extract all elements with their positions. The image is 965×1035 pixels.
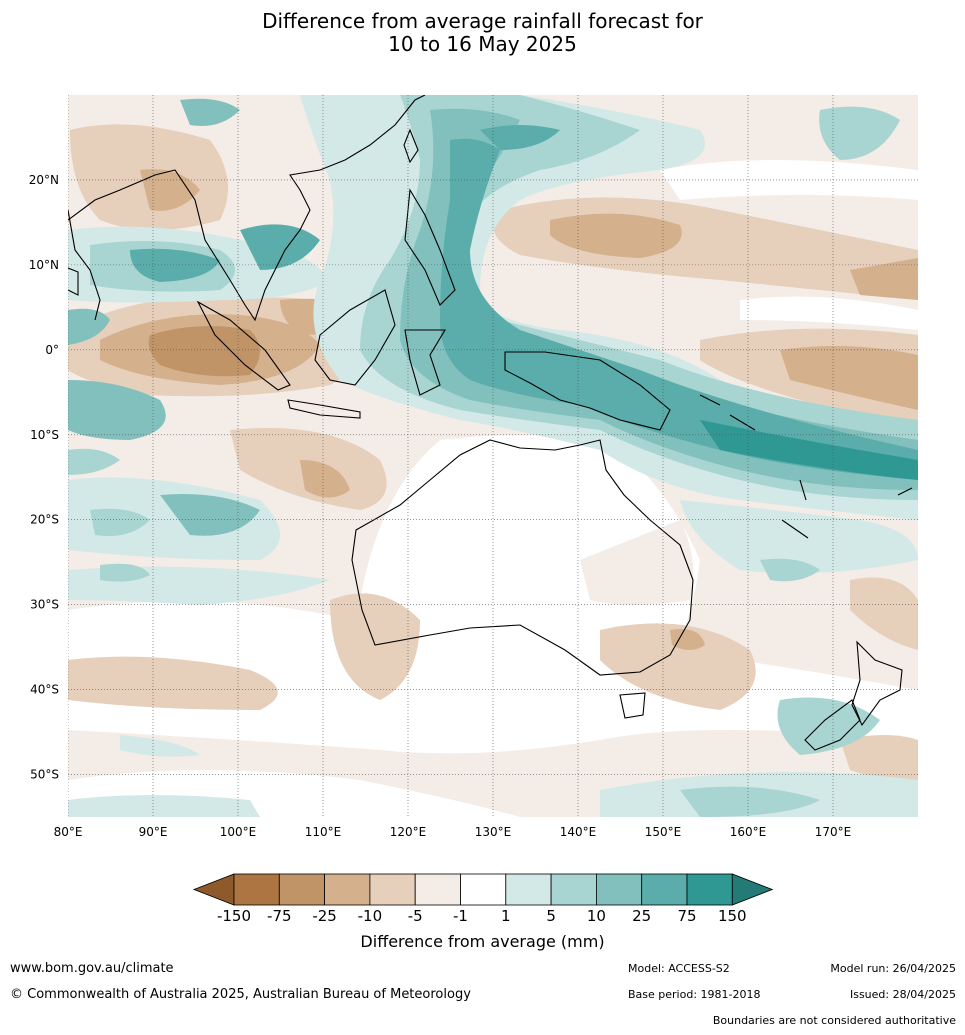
colorbar-tick-label: 75 xyxy=(677,907,696,925)
latitude-label: 20°N xyxy=(29,173,59,187)
colorbar-tick-label: 10 xyxy=(587,907,606,925)
colorbar-tick-label: -25 xyxy=(312,907,337,925)
longitude-label: 110°E xyxy=(305,825,342,839)
colorbar-tick-label: 150 xyxy=(718,907,747,925)
fiji-coastline xyxy=(897,487,913,496)
boundaries-disclaimer: Boundaries are not considered authoritat… xyxy=(712,1014,956,1027)
copyright-text: © Commonwealth of Australia 2025, Austra… xyxy=(10,987,471,1002)
borneo-coastline xyxy=(314,289,396,386)
base-period: Base period: 1981-2018 xyxy=(628,988,761,1001)
sri-lanka-coastline xyxy=(68,267,79,296)
new-zealand-south-coastline xyxy=(804,699,861,751)
colorbar-swatch xyxy=(369,873,416,906)
tasmania-coastline xyxy=(619,692,646,719)
model-name: Model: ACCESS-S2 xyxy=(628,962,730,975)
rainfall-anomaly-map: 80°E 90°E 100°E 110°E 120°E 130°E 140°E 150°E 16… xyxy=(29,95,918,839)
longitude-label: 90°E xyxy=(139,825,168,839)
colorbar-swatch xyxy=(414,873,461,906)
colorbar-tick-label: -10 xyxy=(358,907,383,925)
title-line-1: Difference from average rainfall forecas… xyxy=(262,9,703,33)
colorbar-swatch xyxy=(324,873,371,906)
new-zealand-north-coastline xyxy=(851,640,903,727)
longitude-label: 100°E xyxy=(220,825,257,839)
latitude-label: 20°S xyxy=(30,513,59,527)
colorbar-swatches xyxy=(192,873,774,906)
colorbar-max-extension xyxy=(731,873,774,906)
mainland-asia-coastline xyxy=(68,95,426,322)
sulawesi-coastline xyxy=(404,329,446,396)
colorbar-tick-label: 1 xyxy=(501,907,511,925)
colorbar-swatch xyxy=(641,873,688,906)
website-link[interactable]: www.bom.gov.au/climate xyxy=(10,961,174,976)
wetter-than-average-regions xyxy=(68,95,918,817)
colorbar-labels: -150 -75 -25 -10 -5 -1 1 5 10 25 75 150 xyxy=(217,907,747,925)
latitude-label: 50°S xyxy=(30,768,59,782)
longitude-label: 150°E xyxy=(645,825,682,839)
australia-coastline xyxy=(351,439,694,676)
issued-date: Issued: 28/04/2025 xyxy=(849,988,956,1001)
new-caledonia-coastline xyxy=(781,519,809,539)
latitude-label: 10°S xyxy=(30,428,59,442)
colorbar-tick-label: -150 xyxy=(217,907,251,925)
longitude-label: 130°E xyxy=(475,825,512,839)
philippines-coastline xyxy=(404,188,456,306)
new-guinea-coastline xyxy=(504,351,671,431)
colorbar-tick-label: -1 xyxy=(453,907,468,925)
solomon-islands-coastline xyxy=(699,394,756,431)
longitude-label: 140°E xyxy=(560,825,597,839)
colorbar-tick-label: -5 xyxy=(408,907,423,925)
latitude-label: 10°N xyxy=(29,258,59,272)
colorbar-tick-label: 5 xyxy=(546,907,556,925)
drier-than-average-regions xyxy=(68,124,918,790)
colorbar-swatch xyxy=(278,873,325,906)
colorbar-min-extension xyxy=(192,873,235,906)
model-run-date: Model run: 26/04/2025 xyxy=(830,962,956,975)
colorbar-swatch xyxy=(550,873,597,906)
colorbar-swatch xyxy=(596,873,643,906)
map-title: Difference from average rainfall forecas… xyxy=(0,10,965,56)
longitude-label: 170°E xyxy=(815,825,852,839)
axis-labels: 80°E 90°E 100°E 110°E 120°E 130°E 140°E 150°E 16… xyxy=(29,173,852,839)
title-line-2: 10 to 16 May 2025 xyxy=(388,32,577,56)
longitude-label: 160°E xyxy=(730,825,767,839)
colorbar-swatch xyxy=(505,873,552,906)
colorbar-tick-label: -75 xyxy=(267,907,292,925)
longitude-label: 80°E xyxy=(54,825,83,839)
india-coastline xyxy=(68,209,101,321)
map-graticule xyxy=(68,95,918,817)
colorbar-tick-label: 25 xyxy=(632,907,651,925)
legend-title: Difference from average (mm) xyxy=(360,932,605,951)
latitude-label: 0° xyxy=(45,343,59,357)
longitude-label: 120°E xyxy=(390,825,427,839)
vanuatu-coastline xyxy=(799,479,807,501)
latitude-label: 40°S xyxy=(30,683,59,697)
coastlines xyxy=(68,95,913,751)
taiwan-coastline xyxy=(403,128,419,164)
colorbar-swatch xyxy=(460,873,507,906)
java-coastline xyxy=(287,399,361,419)
sumatra-coastline xyxy=(196,300,291,391)
colorbar-swatch xyxy=(233,873,280,906)
latitude-label: 30°S xyxy=(30,598,59,612)
colorbar-swatch xyxy=(686,873,733,906)
